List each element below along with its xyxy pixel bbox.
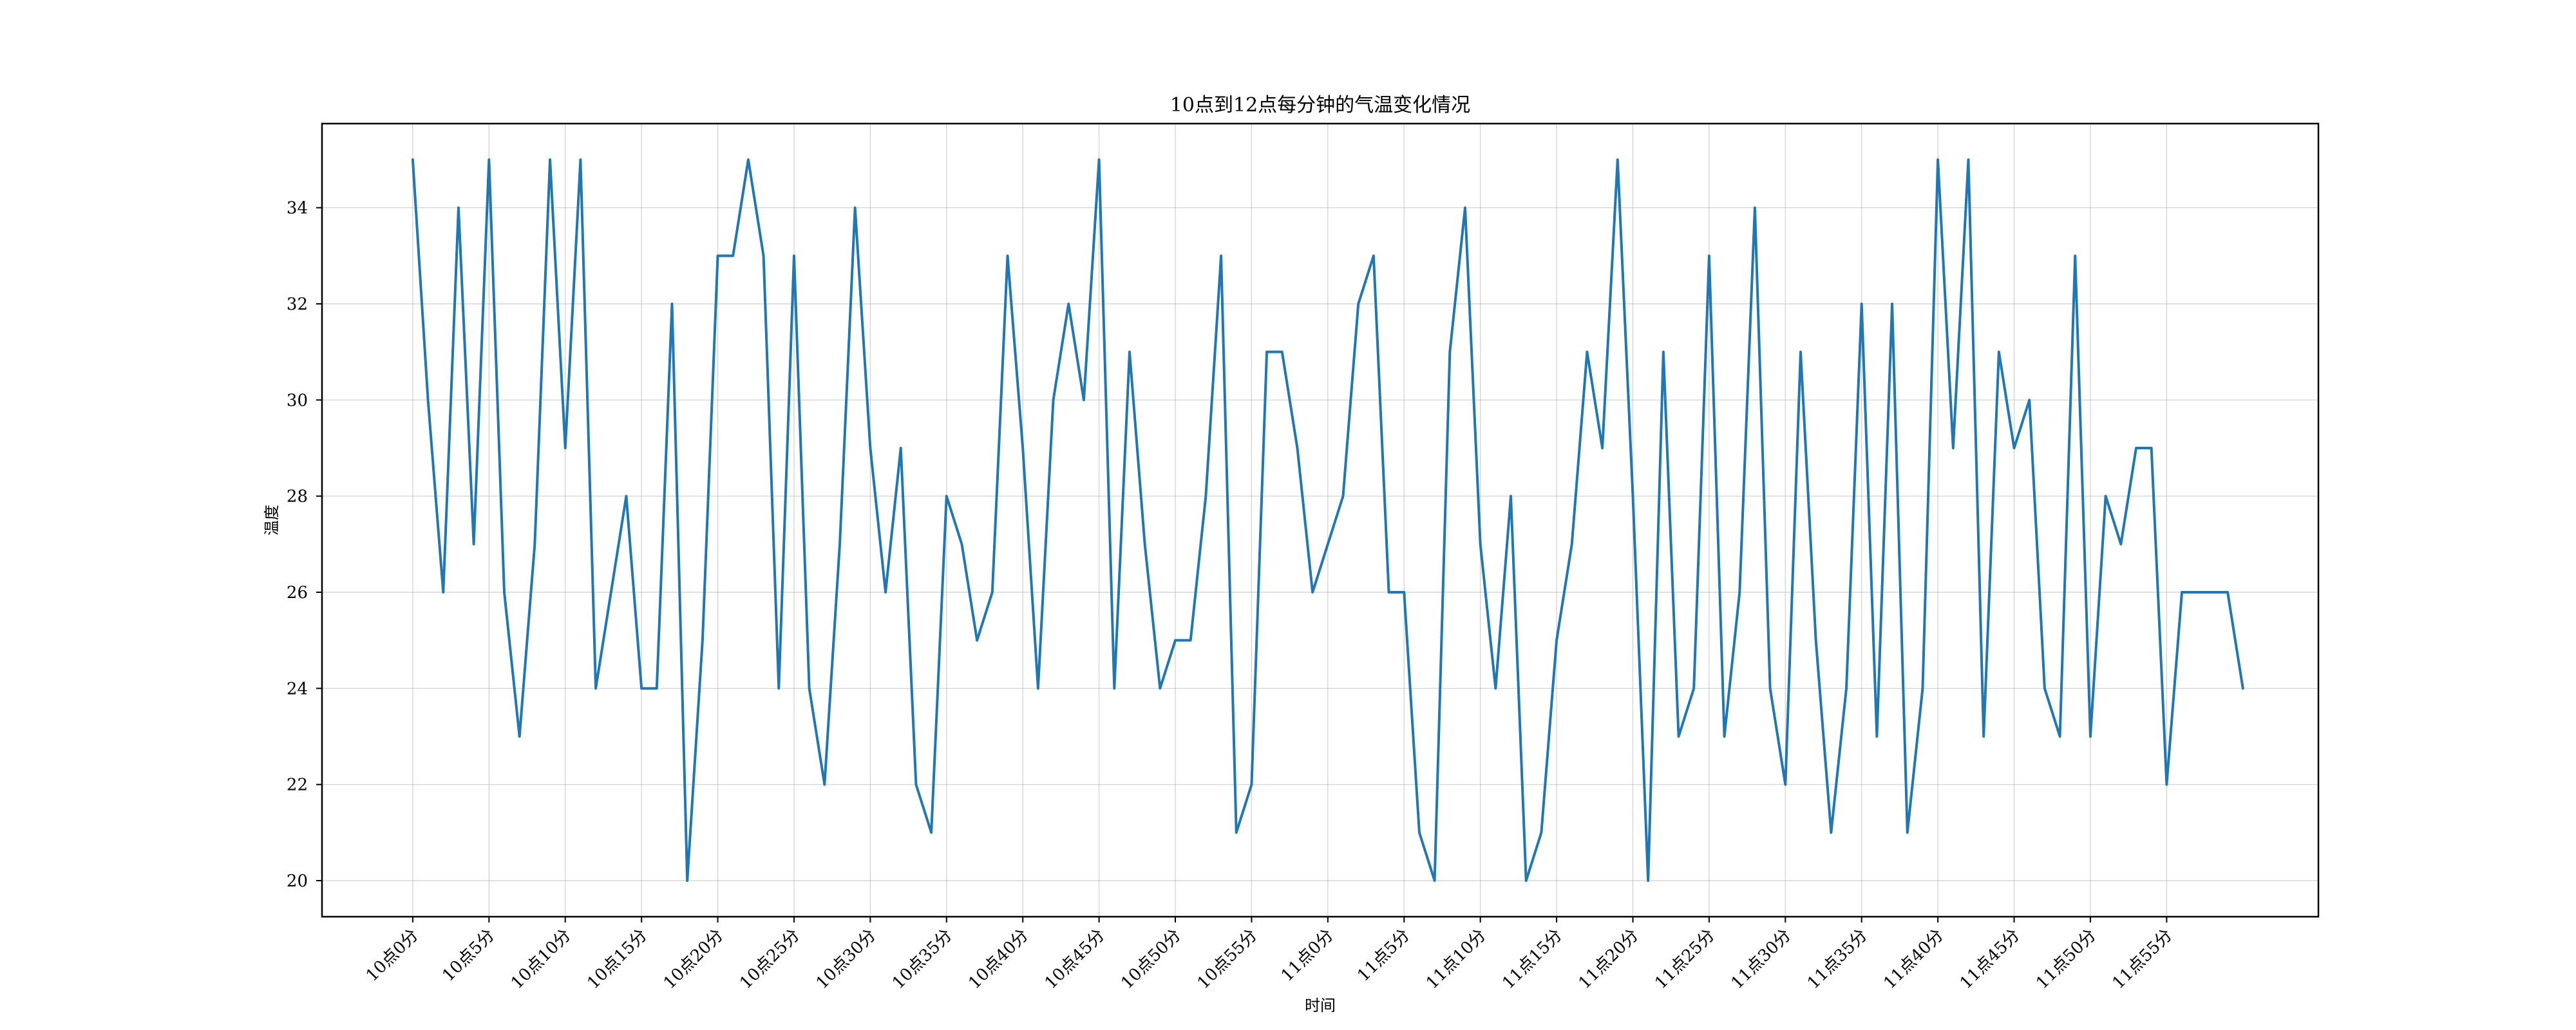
plot-frame bbox=[321, 122, 2320, 918]
y-axis-ticks: 20 22 24 26 28 30 32 34 bbox=[287, 199, 322, 891]
x-tick-label: 10点45分 bbox=[1041, 926, 1109, 993]
x-tick-label: 11点20分 bbox=[1575, 926, 1643, 993]
x-axis-label: 时间 bbox=[1305, 997, 1336, 1015]
series-line bbox=[411, 158, 2244, 882]
x-tick-label: 10点20分 bbox=[660, 926, 728, 993]
x-tick-label: 10点0分 bbox=[363, 926, 422, 986]
y-tick-label: 20 bbox=[287, 872, 308, 891]
y-tick-label: 32 bbox=[287, 295, 308, 314]
x-tick-label: 11点50分 bbox=[2032, 926, 2100, 993]
x-tick-label: 11点30分 bbox=[1727, 926, 1795, 993]
x-tick-label: 10点25分 bbox=[736, 926, 804, 993]
y-tick-label: 22 bbox=[287, 776, 308, 795]
chart-title: 10点到12点每分钟的气温变化情况 bbox=[1170, 94, 1470, 117]
x-tick-label: 10点10分 bbox=[507, 926, 575, 993]
x-tick-label: 11点0分 bbox=[1278, 926, 1338, 986]
x-tick-label: 10点40分 bbox=[965, 926, 1032, 993]
x-tick-label: 11点10分 bbox=[1423, 926, 1490, 993]
x-tick-label: 10点35分 bbox=[889, 926, 956, 993]
y-tick-label: 30 bbox=[287, 391, 308, 410]
x-axis-ticks: 10点0分 10点5分 10点10分 10点15分 10点20分 10点25分 10点30分… bbox=[363, 917, 2177, 993]
x-tick-label: 10点30分 bbox=[813, 926, 880, 993]
x-tick-label: 10点15分 bbox=[583, 926, 651, 993]
x-tick-label: 11点15分 bbox=[1499, 926, 1566, 993]
y-tick-label: 24 bbox=[287, 679, 308, 698]
x-tick-label: 11点35分 bbox=[1804, 926, 1871, 993]
series-layer bbox=[411, 158, 2244, 882]
x-tick-label: 10点50分 bbox=[1117, 926, 1185, 993]
y-tick-label: 28 bbox=[287, 487, 308, 507]
x-tick-label: 10点5分 bbox=[439, 926, 498, 986]
x-tick-label: 11点55分 bbox=[2109, 926, 2177, 993]
x-tick-label: 11点45分 bbox=[1956, 926, 2024, 993]
x-tick-label: 11点25分 bbox=[1651, 926, 1719, 993]
x-tick-label: 10点55分 bbox=[1194, 926, 1262, 993]
y-tick-label: 26 bbox=[287, 583, 308, 603]
y-axis-label: 温度 bbox=[263, 505, 281, 536]
y-tick-label: 34 bbox=[287, 199, 308, 218]
x-tick-label: 11点5分 bbox=[1354, 926, 1414, 986]
x-tick-label: 11点40分 bbox=[1880, 926, 1947, 993]
